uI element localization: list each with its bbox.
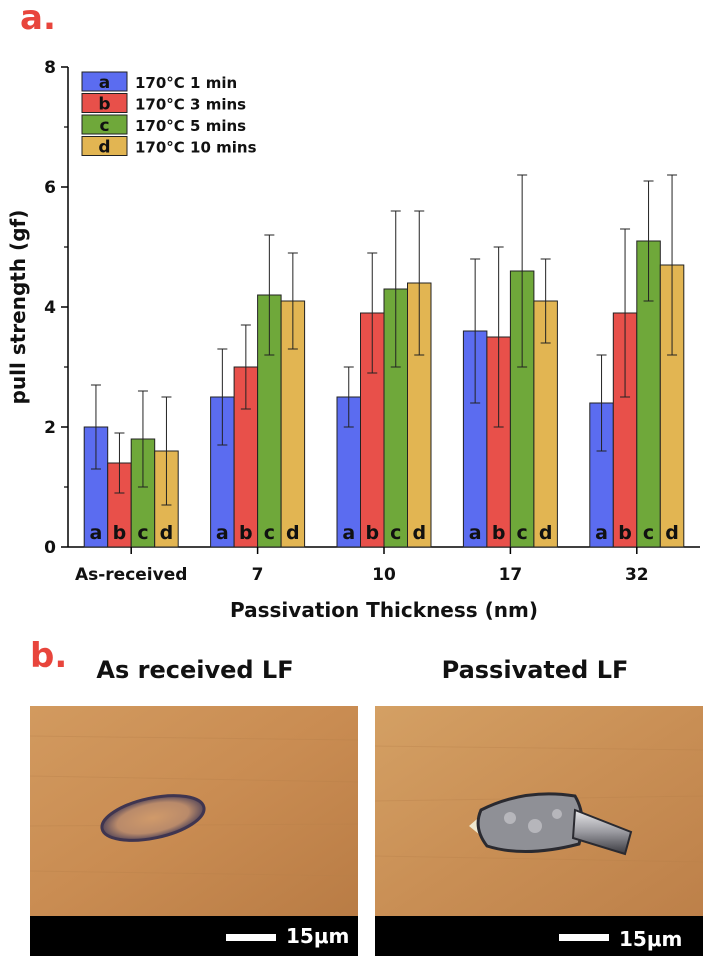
legend-letter: c [99,116,109,136]
panel-a-label: a. [20,0,56,38]
legend-swatch [81,136,128,156]
legend-label: 170°C 3 mins [135,96,246,114]
y-axis-title: pull strength (gf) [6,210,30,405]
bar-letter-label: d [160,522,174,544]
bar-letter-label: d [286,522,300,544]
bar-letter-label: c [643,522,654,544]
bar-letter-label: a [90,522,103,544]
bar-letter-label: b [239,522,253,544]
bar-letter-label: b [365,522,379,544]
x-tick-label: 10 [372,565,396,585]
legend-label: 170°C 5 mins [135,117,246,135]
x-axis-title: Passivation Thickness (nm) [230,598,538,622]
bar-letter-label: d [412,522,426,544]
bar-letter-label: a [342,522,355,544]
photo-title-as-received: As received LF [96,656,294,684]
bar-letter-label: c [264,522,275,544]
bar-letter-label: a [595,522,608,544]
y-tick-label: 6 [44,178,56,198]
bar-letter-label: d [665,522,679,544]
legend-letter: b [98,95,110,115]
y-tick-label: 0 [44,538,56,558]
legend-swatch [81,93,128,113]
bar-letter-label: a [469,522,482,544]
bar-letter-label: c [517,522,528,544]
bar-letter-label: b [492,522,506,544]
bar-letter-label: d [539,522,553,544]
x-tick-label: As-received [75,565,187,585]
photo-title-passivated: Passivated LF [441,656,629,684]
bar-letter-label: b [618,522,632,544]
legend-letter: a [99,73,110,93]
scale-bar-label: 15μm [619,927,682,951]
bar-letter-label: b [113,522,127,544]
scale-bar-label: 15μm [286,924,349,948]
bar-letter-label: c [137,522,148,544]
x-tick-label: 17 [499,565,523,585]
x-tick-label: 32 [625,565,649,585]
legend-label: 170°C 10 mins [135,139,257,157]
wire-tail [571,808,633,856]
y-tick-label: 4 [44,298,56,318]
micrograph-as-received: 15μm [30,706,358,956]
x-tick-label: 7 [252,565,264,585]
y-tick-label: 8 [44,58,56,78]
bar-letter-label: a [216,522,229,544]
legend-swatch [81,71,128,92]
bar-letter-label: c [390,522,401,544]
bond-footprint [100,794,206,842]
panel-b-label: b. [30,636,68,676]
micrograph-passivated: 15μm [375,706,703,956]
legend-letter: d [98,138,110,158]
legend-swatch [81,114,128,135]
legend-label: 170°C 1 min [135,74,237,92]
y-tick-label: 2 [44,418,56,438]
